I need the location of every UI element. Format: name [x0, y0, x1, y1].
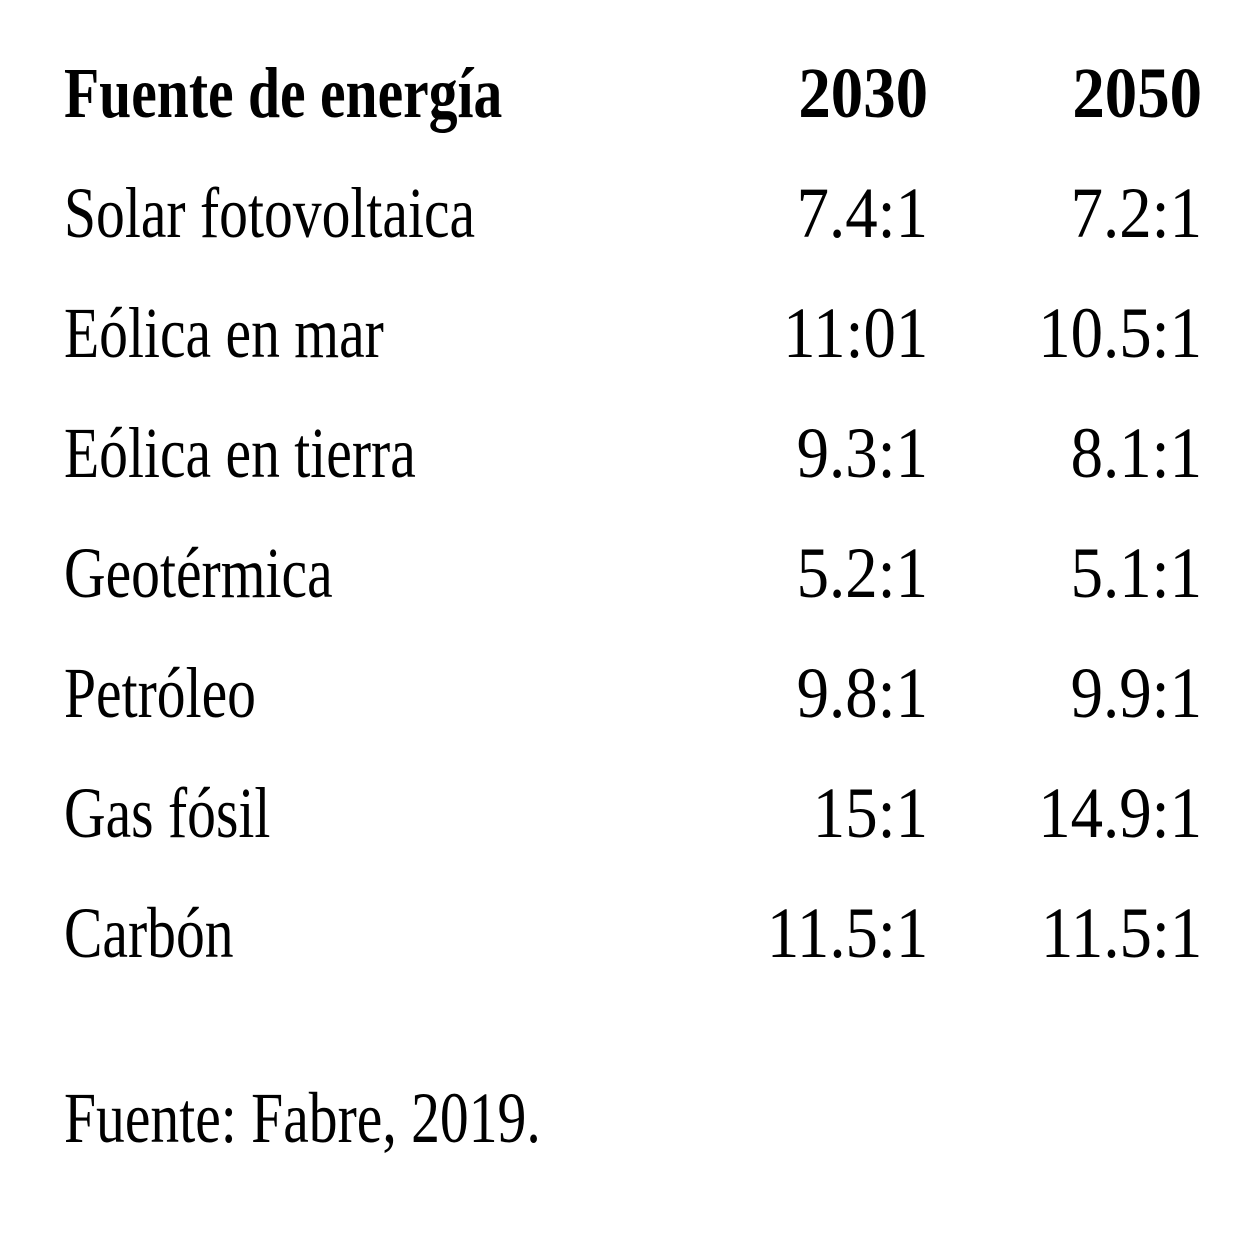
cell-ratio-2050: 10.5:1 [928, 273, 1202, 393]
cell-ratio-2050: 9.9:1 [928, 633, 1202, 753]
source-note: Fuente: Fabre, 2019. [64, 1058, 1258, 1178]
cell-text: 11.5:1 [1040, 893, 1202, 973]
source-note-text: Fuente: Fabre, 2019. [64, 1078, 541, 1158]
cell-text: Carbón [64, 893, 234, 973]
cell-source: Solar fotovoltaica [64, 153, 728, 273]
cell-text: Eólica en mar [64, 293, 384, 373]
cell-text: 7.2:1 [1070, 173, 1202, 253]
cell-text: 9.9:1 [1070, 653, 1202, 733]
header-label: Fuente de energía [64, 53, 503, 133]
cell-ratio-2050: 11.5:1 [928, 873, 1202, 993]
cell-text: 7.4:1 [796, 173, 928, 253]
cell-source: Eólica en mar [64, 273, 728, 393]
cell-ratio-2050: 7.2:1 [928, 153, 1202, 273]
cell-text: 5.2:1 [796, 533, 928, 613]
energy-source-table: Fuente de energía 2030 2050 Solar fotovo… [64, 33, 1202, 993]
cell-ratio-2050: 14.9:1 [928, 753, 1202, 873]
table-row-geotermica: Geotérmica 5.2:1 5.1:1 [64, 513, 1202, 633]
table-row-petroleo: Petróleo 9.8:1 9.9:1 [64, 633, 1202, 753]
cell-ratio-2030: 11:01 [728, 273, 928, 393]
cell-text: Gas fósil [64, 773, 271, 853]
cell-text: 11:01 [782, 293, 928, 373]
cell-source: Eólica en tierra [64, 393, 728, 513]
cell-text: Solar fotovoltaica [64, 173, 476, 253]
cell-text: 11.5:1 [766, 893, 928, 973]
cell-text: Petróleo [64, 653, 256, 733]
table-row-solar-fotovoltaica: Solar fotovoltaica 7.4:1 7.2:1 [64, 153, 1202, 273]
cell-text: 14.9:1 [1038, 773, 1202, 853]
table-row-gas-fosil: Gas fósil 15:1 14.9:1 [64, 753, 1202, 873]
document-page: Fuente de energía 2030 2050 Solar fotovo… [0, 33, 1258, 1178]
cell-ratio-2030: 9.8:1 [728, 633, 928, 753]
cell-ratio-2030: 5.2:1 [728, 513, 928, 633]
cell-text: Geotérmica [64, 533, 333, 613]
cell-ratio-2050: 5.1:1 [928, 513, 1202, 633]
header-2030: 2030 [728, 33, 928, 153]
table-row-eolica-en-tierra: Eólica en tierra 9.3:1 8.1:1 [64, 393, 1202, 513]
cell-text: 10.5:1 [1038, 293, 1202, 373]
cell-source: Geotérmica [64, 513, 728, 633]
cell-ratio-2030: 9.3:1 [728, 393, 928, 513]
cell-ratio-2030: 15:1 [728, 753, 928, 873]
cell-text: 8.1:1 [1070, 413, 1202, 493]
cell-ratio-2030: 7.4:1 [728, 153, 928, 273]
cell-ratio-2030: 11.5:1 [728, 873, 928, 993]
header-label: 2050 [1072, 53, 1202, 133]
cell-text: 9.3:1 [796, 413, 928, 493]
cell-text: 9.8:1 [796, 653, 928, 733]
cell-source: Petróleo [64, 633, 728, 753]
table-row-carbon: Carbón 11.5:1 11.5:1 [64, 873, 1202, 993]
cell-text: 5.1:1 [1070, 533, 1202, 613]
cell-text: 15:1 [812, 773, 928, 853]
cell-source: Carbón [64, 873, 728, 993]
cell-source: Gas fósil [64, 753, 728, 873]
table-header-row: Fuente de energía 2030 2050 [64, 33, 1202, 153]
header-label: 2030 [798, 53, 928, 133]
cell-ratio-2050: 8.1:1 [928, 393, 1202, 513]
header-2050: 2050 [928, 33, 1202, 153]
header-fuente-de-energia: Fuente de energía [64, 33, 728, 153]
table-row-eolica-en-mar: Eólica en mar 11:01 10.5:1 [64, 273, 1202, 393]
cell-text: Eólica en tierra [64, 413, 416, 493]
